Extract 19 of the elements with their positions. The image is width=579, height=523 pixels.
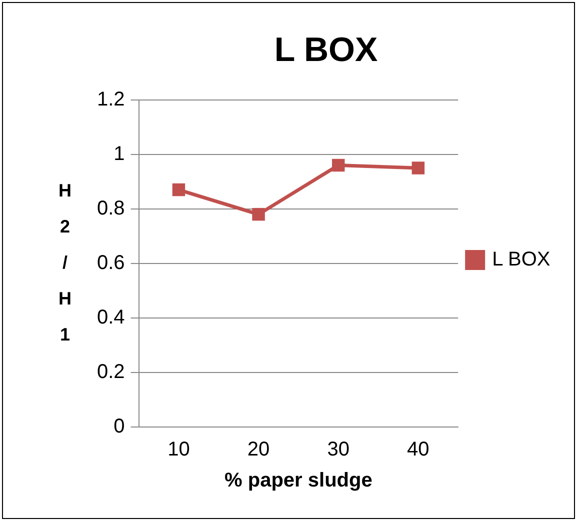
x-axis-title: % paper sludge bbox=[224, 470, 372, 492]
point bbox=[412, 162, 425, 174]
point bbox=[252, 208, 265, 221]
point bbox=[172, 183, 186, 196]
y-tick-label: 0.6 bbox=[96, 252, 125, 274]
y-tick-label: 0.4 bbox=[96, 306, 125, 328]
y-tick-label: 0.8 bbox=[96, 197, 125, 220]
x-tick-label: 20 bbox=[247, 438, 270, 461]
y-tick-label: 1.2 bbox=[96, 88, 125, 110]
x-tick-label: 30 bbox=[327, 438, 350, 461]
y-tick-label: 0.2 bbox=[96, 360, 125, 383]
legend-label: L BOX bbox=[492, 248, 550, 271]
point bbox=[332, 158, 345, 172]
x-tick-label: 10 bbox=[168, 438, 190, 461]
y-axis-title: H2/H1 bbox=[58, 180, 72, 344]
y-tick-label: 1 bbox=[114, 142, 125, 165]
x-tick-label: 40 bbox=[407, 438, 430, 461]
y-tick-label: 0 bbox=[114, 416, 125, 438]
chart-title: L BOX bbox=[274, 30, 378, 69]
